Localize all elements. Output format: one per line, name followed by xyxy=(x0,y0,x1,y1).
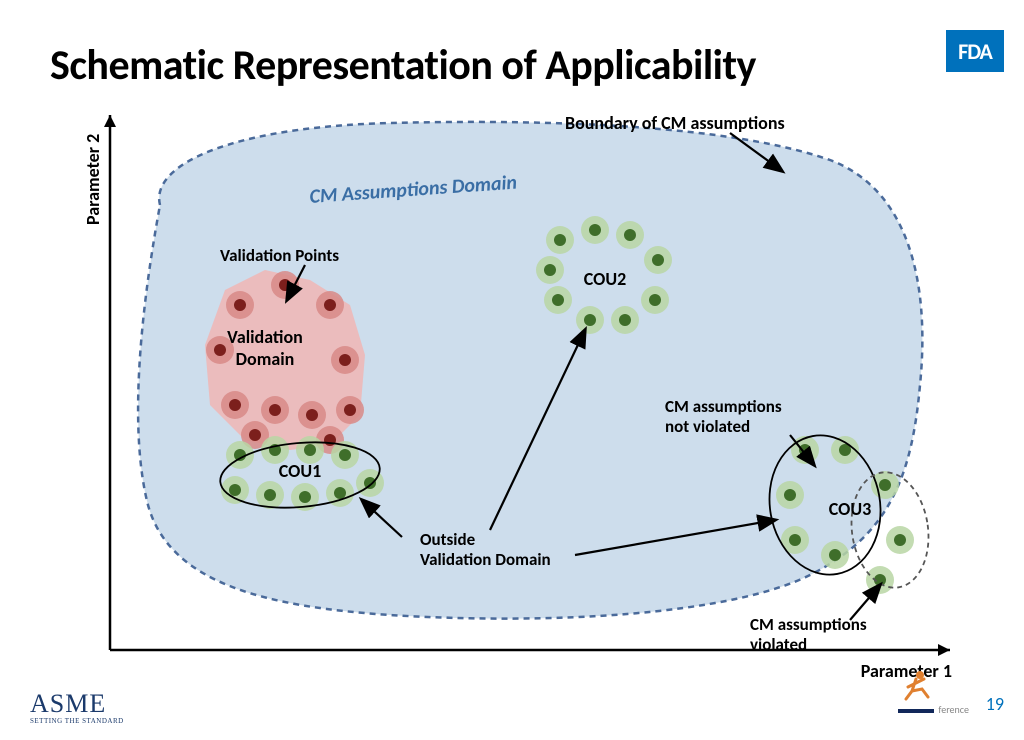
asme-logo: ASME SETTING THE STANDARD xyxy=(30,689,124,725)
slide-title: Schematic Representation of Applicabilit… xyxy=(50,40,756,91)
not-violated-l1: CM assumptions xyxy=(665,396,782,417)
validation-domain-label-2: Domain xyxy=(236,348,295,370)
runner-icon xyxy=(896,669,936,717)
outside-label-l2: Validation Domain xyxy=(420,549,551,570)
boundary-label: Boundary of CM assumptions xyxy=(565,112,785,134)
cou3-label: COU3 xyxy=(829,498,871,520)
fda-logo: FDA xyxy=(946,30,1004,72)
outside-label: Outside Validation Domain xyxy=(420,530,551,569)
validation-points-label: Validation Points xyxy=(220,245,339,266)
slide: Schematic Representation of Applicabilit… xyxy=(0,0,1024,740)
violated-l2: violated xyxy=(750,634,807,655)
cou2-label: COU2 xyxy=(584,268,626,290)
asme-tagline: SETTING THE STANDARD xyxy=(30,717,124,725)
conference-logo: ference xyxy=(896,669,969,720)
diagram-svg: CM Assumptions Domain Validation Domain … xyxy=(90,105,970,665)
asme-text: ASME xyxy=(30,689,106,718)
fda-text: FDA xyxy=(958,38,992,65)
y-axis-label: Parameter 2 xyxy=(82,134,104,225)
not-violated-label: CM assumptions not violated xyxy=(665,397,782,436)
violated-l1: CM assumptions xyxy=(750,614,867,635)
outside-label-l1: Outside xyxy=(420,529,475,550)
cou1-label: COU1 xyxy=(279,460,321,482)
diagram-area: CM Assumptions Domain Validation Domain … xyxy=(90,105,970,665)
page-number: 19 xyxy=(986,693,1004,715)
violated-label: CM assumptions violated xyxy=(750,615,867,654)
not-violated-l2: not violated xyxy=(665,416,750,437)
conference-text: ference xyxy=(938,703,969,716)
validation-domain-label-1: Validation xyxy=(227,326,303,348)
